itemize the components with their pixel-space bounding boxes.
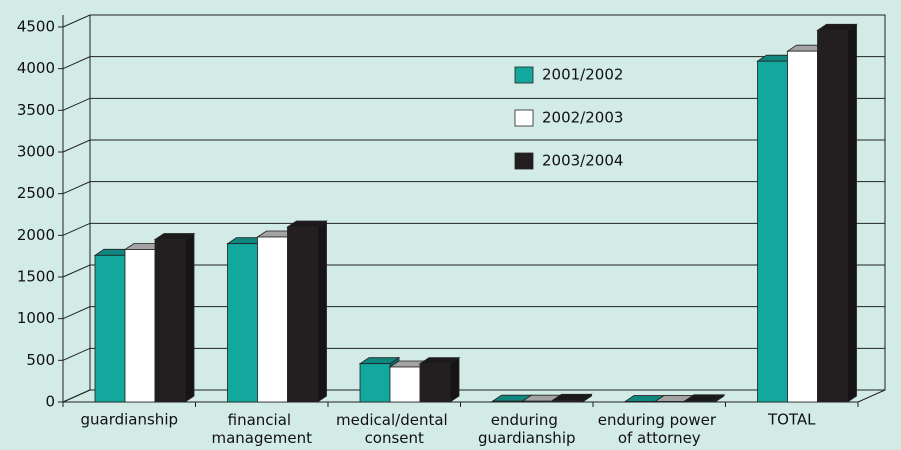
y-tick-label: 4500	[17, 18, 55, 36]
bar-group	[816, 23, 858, 403]
grid-line	[62, 389, 885, 403]
y-tick-label: 1500	[17, 268, 55, 286]
grid-line	[62, 222, 885, 236]
legend-label: 2003/2004	[542, 152, 623, 170]
bar	[94, 254, 126, 403]
label-line: enduring power	[598, 411, 721, 429]
bar-group	[418, 356, 461, 403]
bar-side	[847, 23, 857, 403]
bar	[257, 236, 288, 403]
label-line: enduring	[491, 411, 563, 429]
legend-label: 2002/2003	[542, 109, 623, 127]
bar	[154, 239, 186, 403]
grid-line	[62, 139, 885, 153]
legend-label: 2001/2002	[542, 66, 623, 84]
label-line: guardianship	[478, 429, 576, 447]
legend-swatch	[514, 109, 534, 127]
y-tick-label: 3000	[17, 143, 55, 161]
bar	[787, 50, 818, 403]
x-tick-label: medical/dental consent	[336, 411, 452, 447]
grid-line	[62, 347, 885, 361]
bar	[227, 243, 258, 403]
y-tick-label: 0	[45, 393, 55, 411]
y-tick-label: 1000	[17, 309, 55, 327]
bar	[552, 399, 583, 403]
bar-side	[317, 220, 327, 403]
y-tick-label: 500	[26, 351, 55, 369]
legend-swatch	[514, 66, 534, 84]
x-tick-label: financial management	[212, 411, 313, 447]
grid-line	[62, 97, 885, 111]
bar	[389, 366, 421, 403]
bar	[522, 400, 553, 403]
floor-edge	[857, 389, 886, 403]
bar	[359, 363, 391, 403]
bar-group	[551, 393, 593, 403]
bar-side	[184, 232, 195, 403]
grid-line	[62, 14, 885, 28]
label-line: consent	[365, 429, 424, 447]
bar-group	[286, 220, 328, 403]
bar-group	[683, 394, 726, 403]
y-tick-label: 4000	[17, 59, 55, 77]
bar	[287, 226, 318, 403]
legend-swatch	[514, 152, 534, 170]
bar	[492, 400, 523, 403]
bar	[419, 363, 451, 403]
x-tick-label: enduring guardianship	[478, 411, 576, 447]
x-tick-label: guardianship	[80, 411, 178, 429]
bar-group	[153, 232, 196, 403]
grid-line	[62, 56, 885, 70]
x-tick-label: TOTAL	[767, 411, 816, 429]
label-line: of attorney	[618, 429, 701, 447]
y-tick-label: 2500	[17, 184, 55, 202]
y-tick-label: 3500	[17, 101, 55, 119]
bar	[817, 29, 848, 403]
grid-line	[62, 181, 885, 195]
bar	[124, 249, 156, 403]
label-line: financial	[228, 411, 296, 429]
bar	[757, 60, 788, 403]
label-line: medical/dental	[336, 411, 452, 429]
label-line: management	[212, 429, 313, 447]
bar-side	[449, 356, 460, 403]
grid-line	[62, 306, 885, 320]
plot-wall	[89, 14, 886, 391]
y-tick-label: 2000	[17, 226, 55, 244]
bar	[684, 400, 716, 403]
x-tick-label: enduring power of attorney	[598, 411, 721, 447]
grid-line	[62, 264, 885, 278]
